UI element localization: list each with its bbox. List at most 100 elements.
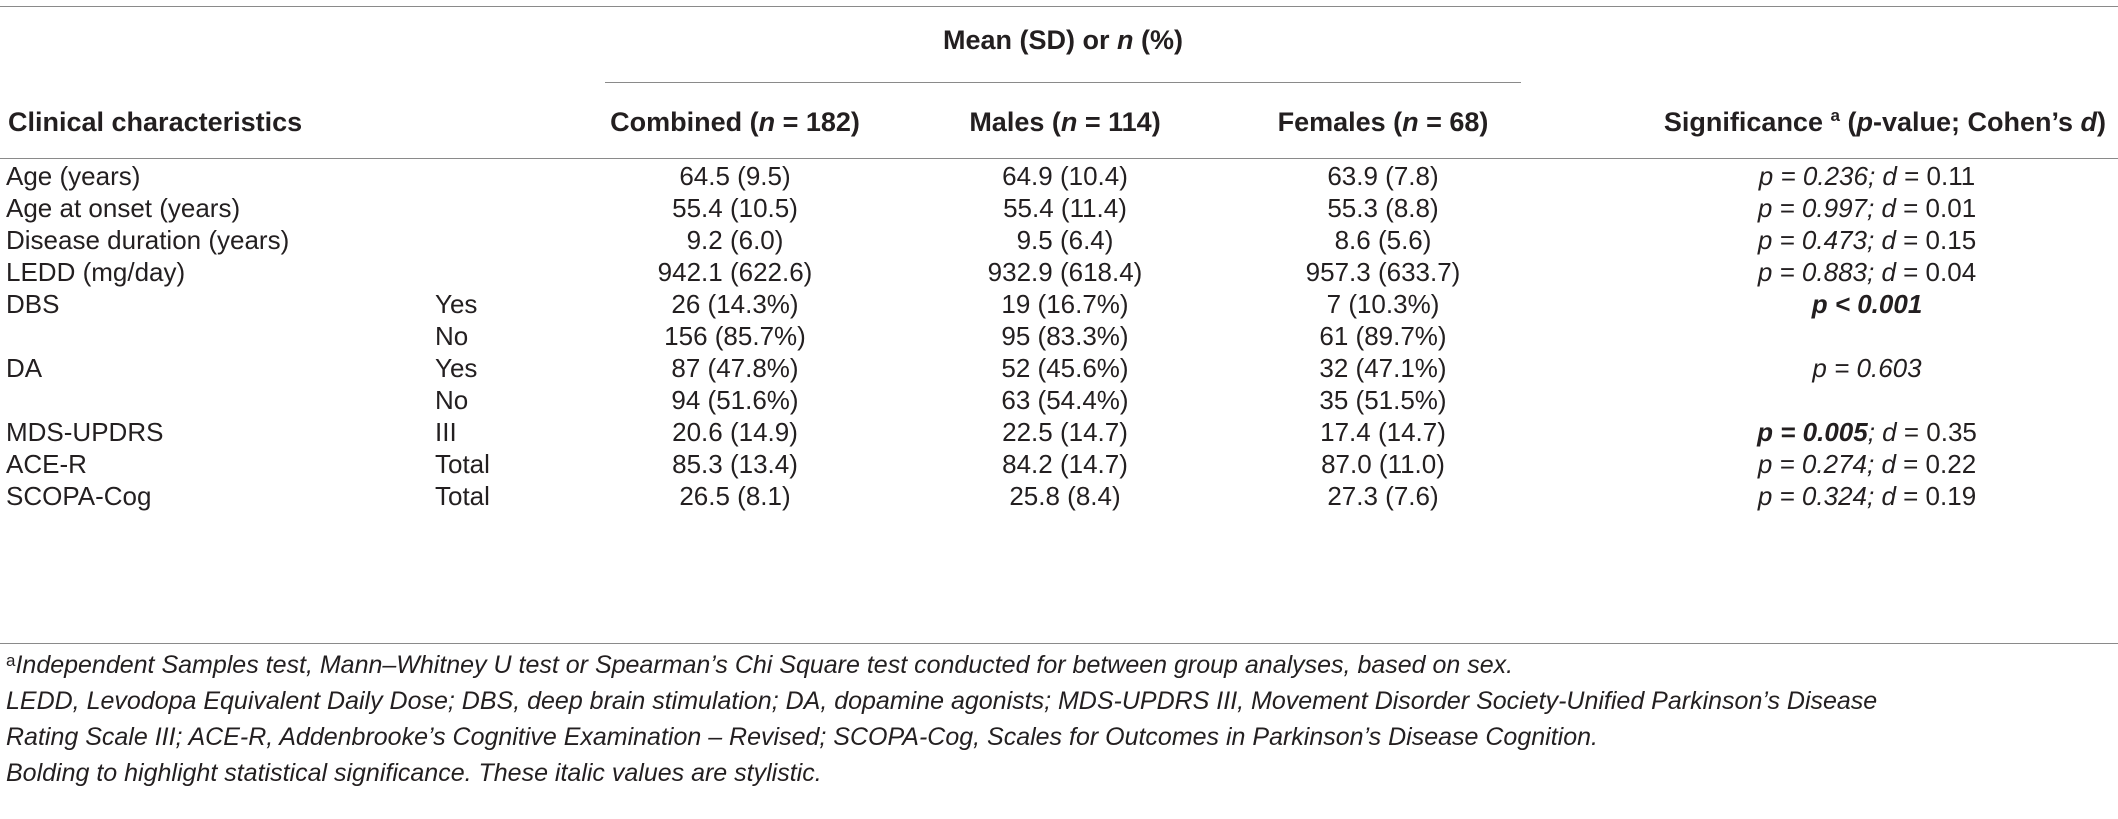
cell-males: 84.2 (14.7) <box>1002 449 1128 479</box>
significance-p-value: p = 0.324; <box>1757 481 1875 511</box>
cell-males: 9.5 (6.4) <box>1016 225 1114 255</box>
footnote-abbreviations-line-2: Rating Scale III; ACE-R, Addenbrooke’s C… <box>6 723 1598 751</box>
significance-d-label: d <box>1881 193 1896 223</box>
header-females: Females (n = 68) <box>1278 106 1489 138</box>
cell-males: 95 (83.3%) <box>1001 321 1129 351</box>
header-males-text: Males ( <box>969 107 1061 137</box>
significance-separator <box>1875 161 1882 191</box>
cell-females: 957.3 (633.7) <box>1305 257 1461 287</box>
cell-significance: p = 0.603 <box>1812 352 1921 384</box>
header-spanner-text: Mean (SD) or <box>942 25 1118 55</box>
row-sublabel: Total <box>435 449 490 479</box>
header-females-count: = 68) <box>1418 107 1489 137</box>
cell-combined: 55.4 (10.5) <box>672 193 798 223</box>
cell-combined: 87 (47.8%) <box>671 353 799 383</box>
cell-females: 8.6 (5.6) <box>1334 225 1432 255</box>
cell-significance: p = 0.997; d = 0.01 <box>1758 192 1976 224</box>
cell-combined: 64.5 (9.5) <box>679 161 791 191</box>
row-sublabel: III <box>435 417 457 447</box>
cell-significance: p = 0.324; d = 0.19 <box>1758 480 1976 512</box>
cell-males: 55.4 (11.4) <box>1003 193 1127 223</box>
table-bottom-rule <box>0 643 2118 644</box>
header-bottom-rule <box>0 158 2118 159</box>
cell-combined: 26 (14.3%) <box>671 289 799 319</box>
row-label: LEDD (mg/day) <box>6 257 186 287</box>
significance-p-value: p = 0.005 <box>1757 417 1868 447</box>
header-spanner: Mean (SD) or n (%) <box>943 24 1183 56</box>
header-females-text: Females ( <box>1277 107 1403 137</box>
cell-females: 35 (51.5%) <box>1319 385 1447 415</box>
cell-males: 19 (16.7%) <box>1001 289 1129 319</box>
row-label: Age at onset (years) <box>6 193 241 223</box>
significance-separator <box>1874 481 1881 511</box>
cell-females: 55.3 (8.8) <box>1327 193 1439 223</box>
cell-females: 7 (10.3%) <box>1326 289 1440 319</box>
row-label: SCOPA-Cog <box>6 481 152 511</box>
header-combined: Combined (n = 182) <box>610 106 860 138</box>
cell-significance: p = 0.473; d = 0.15 <box>1758 224 1976 256</box>
significance-d-value: = 0.22 <box>1895 449 1977 479</box>
header-combined-n: n <box>758 107 776 137</box>
row-label: MDS-UPDRS <box>6 417 164 447</box>
row-sublabel: No <box>435 321 469 351</box>
significance-d-label: d <box>1881 481 1896 511</box>
significance-d-value: = 0.19 <box>1895 481 1977 511</box>
significance-d-value: = 0.15 <box>1895 225 1977 255</box>
cell-males: 52 (45.6%) <box>1001 353 1129 383</box>
significance-p-value: p = 0.603 <box>1812 353 1922 383</box>
cell-significance: p = 0.883; d = 0.04 <box>1758 256 1976 288</box>
row-sublabel: Yes <box>435 353 478 383</box>
cell-significance: p < 0.001 <box>1812 288 1923 320</box>
significance-d-label: d <box>1881 257 1896 287</box>
significance-p-value: p = 0.473; <box>1757 225 1875 255</box>
cell-significance: p = 0.274; d = 0.22 <box>1758 448 1976 480</box>
cell-males: 63 (54.4%) <box>1001 385 1129 415</box>
table-top-rule <box>0 6 2118 7</box>
cell-females: 17.4 (14.7) <box>1320 417 1446 447</box>
header-males-n: n <box>1060 107 1078 137</box>
significance-d-label: d <box>1882 161 1897 191</box>
header-significance-value-text: -value; Cohen’s <box>1872 107 2081 137</box>
footnote-a: aIndependent Samples test, Mann–Whitney … <box>6 650 1513 681</box>
significance-separator <box>1874 449 1881 479</box>
header-spanner-suffix: (%) <box>1133 25 1184 55</box>
header-combined-count: = 182) <box>775 107 860 137</box>
cell-combined: 156 (85.7%) <box>664 321 806 351</box>
significance-d-value: = 0.11 <box>1896 161 1976 191</box>
footnote-a-marker: a <box>6 651 16 670</box>
header-significance-p: p <box>1856 107 1873 137</box>
cell-significance: p = 0.005; d = 0.35 <box>1757 416 1977 448</box>
header-females-n: n <box>1402 107 1419 137</box>
row-label: Disease duration (years) <box>6 225 290 255</box>
significance-d-label: d <box>1882 417 1897 447</box>
row-label: DA <box>6 353 43 383</box>
significance-separator: ; <box>1867 417 1883 447</box>
row-sublabel: Yes <box>435 289 478 319</box>
row-sublabel: Total <box>435 481 490 511</box>
cell-males: 932.9 (618.4) <box>987 257 1143 287</box>
header-spanner-rule <box>605 82 1521 83</box>
footnote-bolding: Bolding to highlight statistical signifi… <box>6 759 822 787</box>
cell-significance: p = 0.236; d = 0.11 <box>1759 160 1975 192</box>
header-significance-d: d <box>2080 107 2098 137</box>
cell-combined: 85.3 (13.4) <box>672 449 798 479</box>
header-spanner-n: n <box>1117 25 1134 55</box>
row-label: Age (years) <box>6 161 141 191</box>
cell-combined: 20.6 (14.9) <box>672 417 798 447</box>
cell-males: 22.5 (14.7) <box>1002 417 1128 447</box>
header-significance-open: ( <box>1839 107 1857 137</box>
significance-d-value: = 0.01 <box>1895 193 1977 223</box>
cell-males: 64.9 (10.4) <box>1002 161 1128 191</box>
cell-females: 87.0 (11.0) <box>1321 449 1445 479</box>
significance-p-value: p = 0.997; <box>1757 193 1875 223</box>
cell-females: 32 (47.1%) <box>1319 353 1447 383</box>
header-clinical-characteristics: Clinical characteristics <box>8 107 303 137</box>
header-significance-text: Significance <box>1663 107 1831 137</box>
cell-females: 61 (89.7%) <box>1319 321 1447 351</box>
cell-combined: 942.1 (622.6) <box>657 257 813 287</box>
significance-p-value: p = 0.883; <box>1757 257 1875 287</box>
significance-d-label: d <box>1881 449 1896 479</box>
significance-separator <box>1874 225 1881 255</box>
cell-combined: 94 (51.6%) <box>671 385 799 415</box>
